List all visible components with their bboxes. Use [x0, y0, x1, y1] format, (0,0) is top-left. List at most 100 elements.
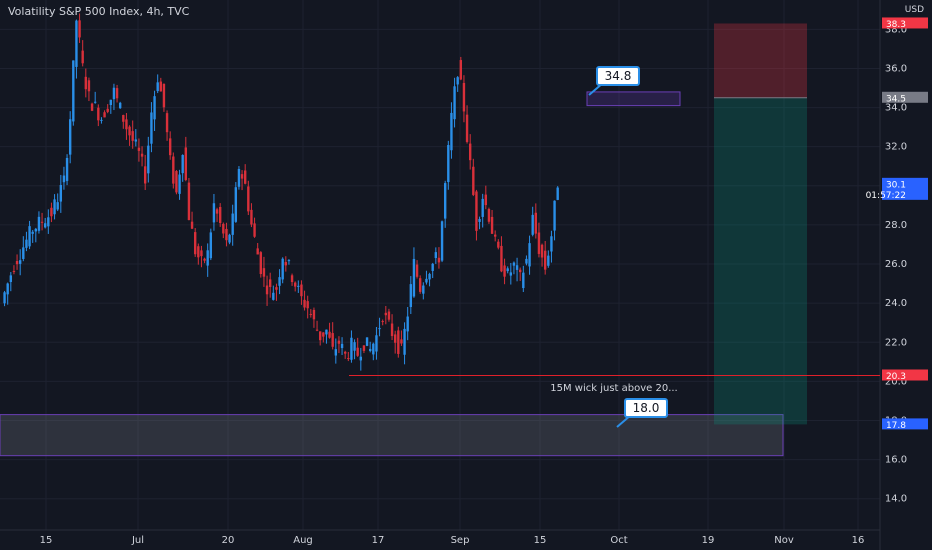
candle-body	[3, 292, 6, 304]
candle-body	[418, 278, 422, 292]
candle-body	[306, 301, 309, 309]
candle-body	[178, 174, 181, 194]
candle-body	[56, 202, 59, 210]
candle-body	[143, 166, 147, 184]
candle-body	[543, 250, 547, 270]
risk-zone	[714, 23, 807, 98]
candle-body	[253, 223, 256, 237]
candle-body	[531, 214, 534, 235]
candle-body	[547, 255, 550, 266]
candle-body	[72, 60, 75, 122]
x-tick-label: Sep	[451, 535, 470, 546]
candle-body	[190, 221, 194, 229]
candle-body	[103, 112, 106, 118]
candle-body	[218, 207, 222, 223]
candle-body	[387, 311, 391, 320]
candle-body	[115, 88, 119, 99]
candle-body	[147, 145, 150, 174]
candle-body	[12, 271, 16, 273]
candle-body	[193, 232, 197, 255]
candle-body	[287, 260, 291, 262]
candle-body	[228, 234, 231, 243]
candle-body	[256, 248, 259, 255]
candle-body	[493, 234, 497, 237]
candle-body	[284, 262, 288, 266]
y-tick-label: 38.0	[885, 24, 907, 35]
candle-body	[53, 199, 56, 215]
x-tick-label: Nov	[774, 535, 794, 546]
candle-body	[237, 168, 241, 187]
candle-body	[490, 216, 494, 234]
candle-body	[428, 273, 431, 280]
candle-body	[212, 203, 216, 223]
candle-body	[528, 243, 531, 267]
y-tick-label: 20.0	[885, 376, 907, 387]
y-tick-label: 16.0	[885, 455, 907, 466]
candle-body	[209, 232, 213, 259]
candle-body	[378, 328, 381, 330]
price-tag-text: 38.3	[886, 20, 906, 30]
candle-body	[250, 209, 253, 225]
candle-body	[234, 187, 238, 222]
candle-body	[181, 154, 184, 174]
candle-body	[422, 285, 425, 294]
candle-body	[312, 309, 316, 320]
price-axis-bg	[880, 0, 932, 550]
candle-body	[512, 262, 516, 266]
callout-upper-box	[596, 66, 640, 86]
candle-body	[540, 244, 544, 258]
candle-body	[450, 112, 453, 151]
candle-body	[443, 183, 447, 219]
candle-body	[375, 335, 378, 352]
candle-body	[403, 328, 406, 355]
price-tag-bg	[882, 17, 928, 29]
candle-body	[472, 166, 475, 195]
candle-body	[140, 153, 144, 157]
support-annotation: 15M wick just above 20...	[550, 383, 678, 394]
y-tick-label: 22.0	[885, 337, 907, 348]
x-tick-label: Oct	[610, 535, 627, 546]
candle-body	[356, 347, 359, 356]
candle-body	[125, 119, 128, 130]
candle-body	[159, 81, 163, 92]
candle-body	[81, 50, 84, 64]
candle-body	[343, 351, 347, 354]
currency-label: USD	[904, 5, 924, 15]
candle-body	[290, 275, 294, 283]
candle-body	[409, 284, 413, 308]
candle-body	[293, 282, 297, 287]
candle-body	[281, 258, 284, 280]
x-tick-label: Jul	[131, 535, 144, 546]
candle-body	[456, 77, 459, 85]
candle-body	[300, 284, 303, 297]
candle-body	[22, 247, 25, 259]
candle-body	[278, 277, 281, 286]
candle-body	[128, 126, 131, 136]
candle-body	[487, 208, 491, 222]
candle-body	[93, 101, 97, 103]
y-tick-label: 36.0	[885, 63, 907, 74]
callout-lower-box	[624, 398, 668, 418]
candle-body	[118, 102, 122, 109]
candle-body	[150, 112, 153, 144]
candle-body	[78, 20, 81, 38]
candle-body	[393, 334, 397, 343]
candle-body	[243, 170, 247, 184]
candle-body	[325, 329, 328, 335]
x-tick-label: 16	[852, 535, 865, 546]
candle-body	[28, 226, 31, 247]
candle-body	[215, 209, 219, 214]
candle-body	[65, 157, 69, 181]
candle-body	[415, 264, 419, 277]
price-tag-bg	[882, 91, 928, 103]
candle-body	[315, 329, 319, 331]
candle-body	[462, 82, 466, 112]
price-tag-text: 30.1	[886, 180, 906, 190]
candle-body	[131, 131, 134, 141]
candle-body	[268, 279, 272, 287]
candle-body	[425, 278, 428, 283]
candle-body	[50, 207, 53, 217]
chart-title: Volatility S&P 500 Index, 4h, TVC	[8, 5, 190, 18]
